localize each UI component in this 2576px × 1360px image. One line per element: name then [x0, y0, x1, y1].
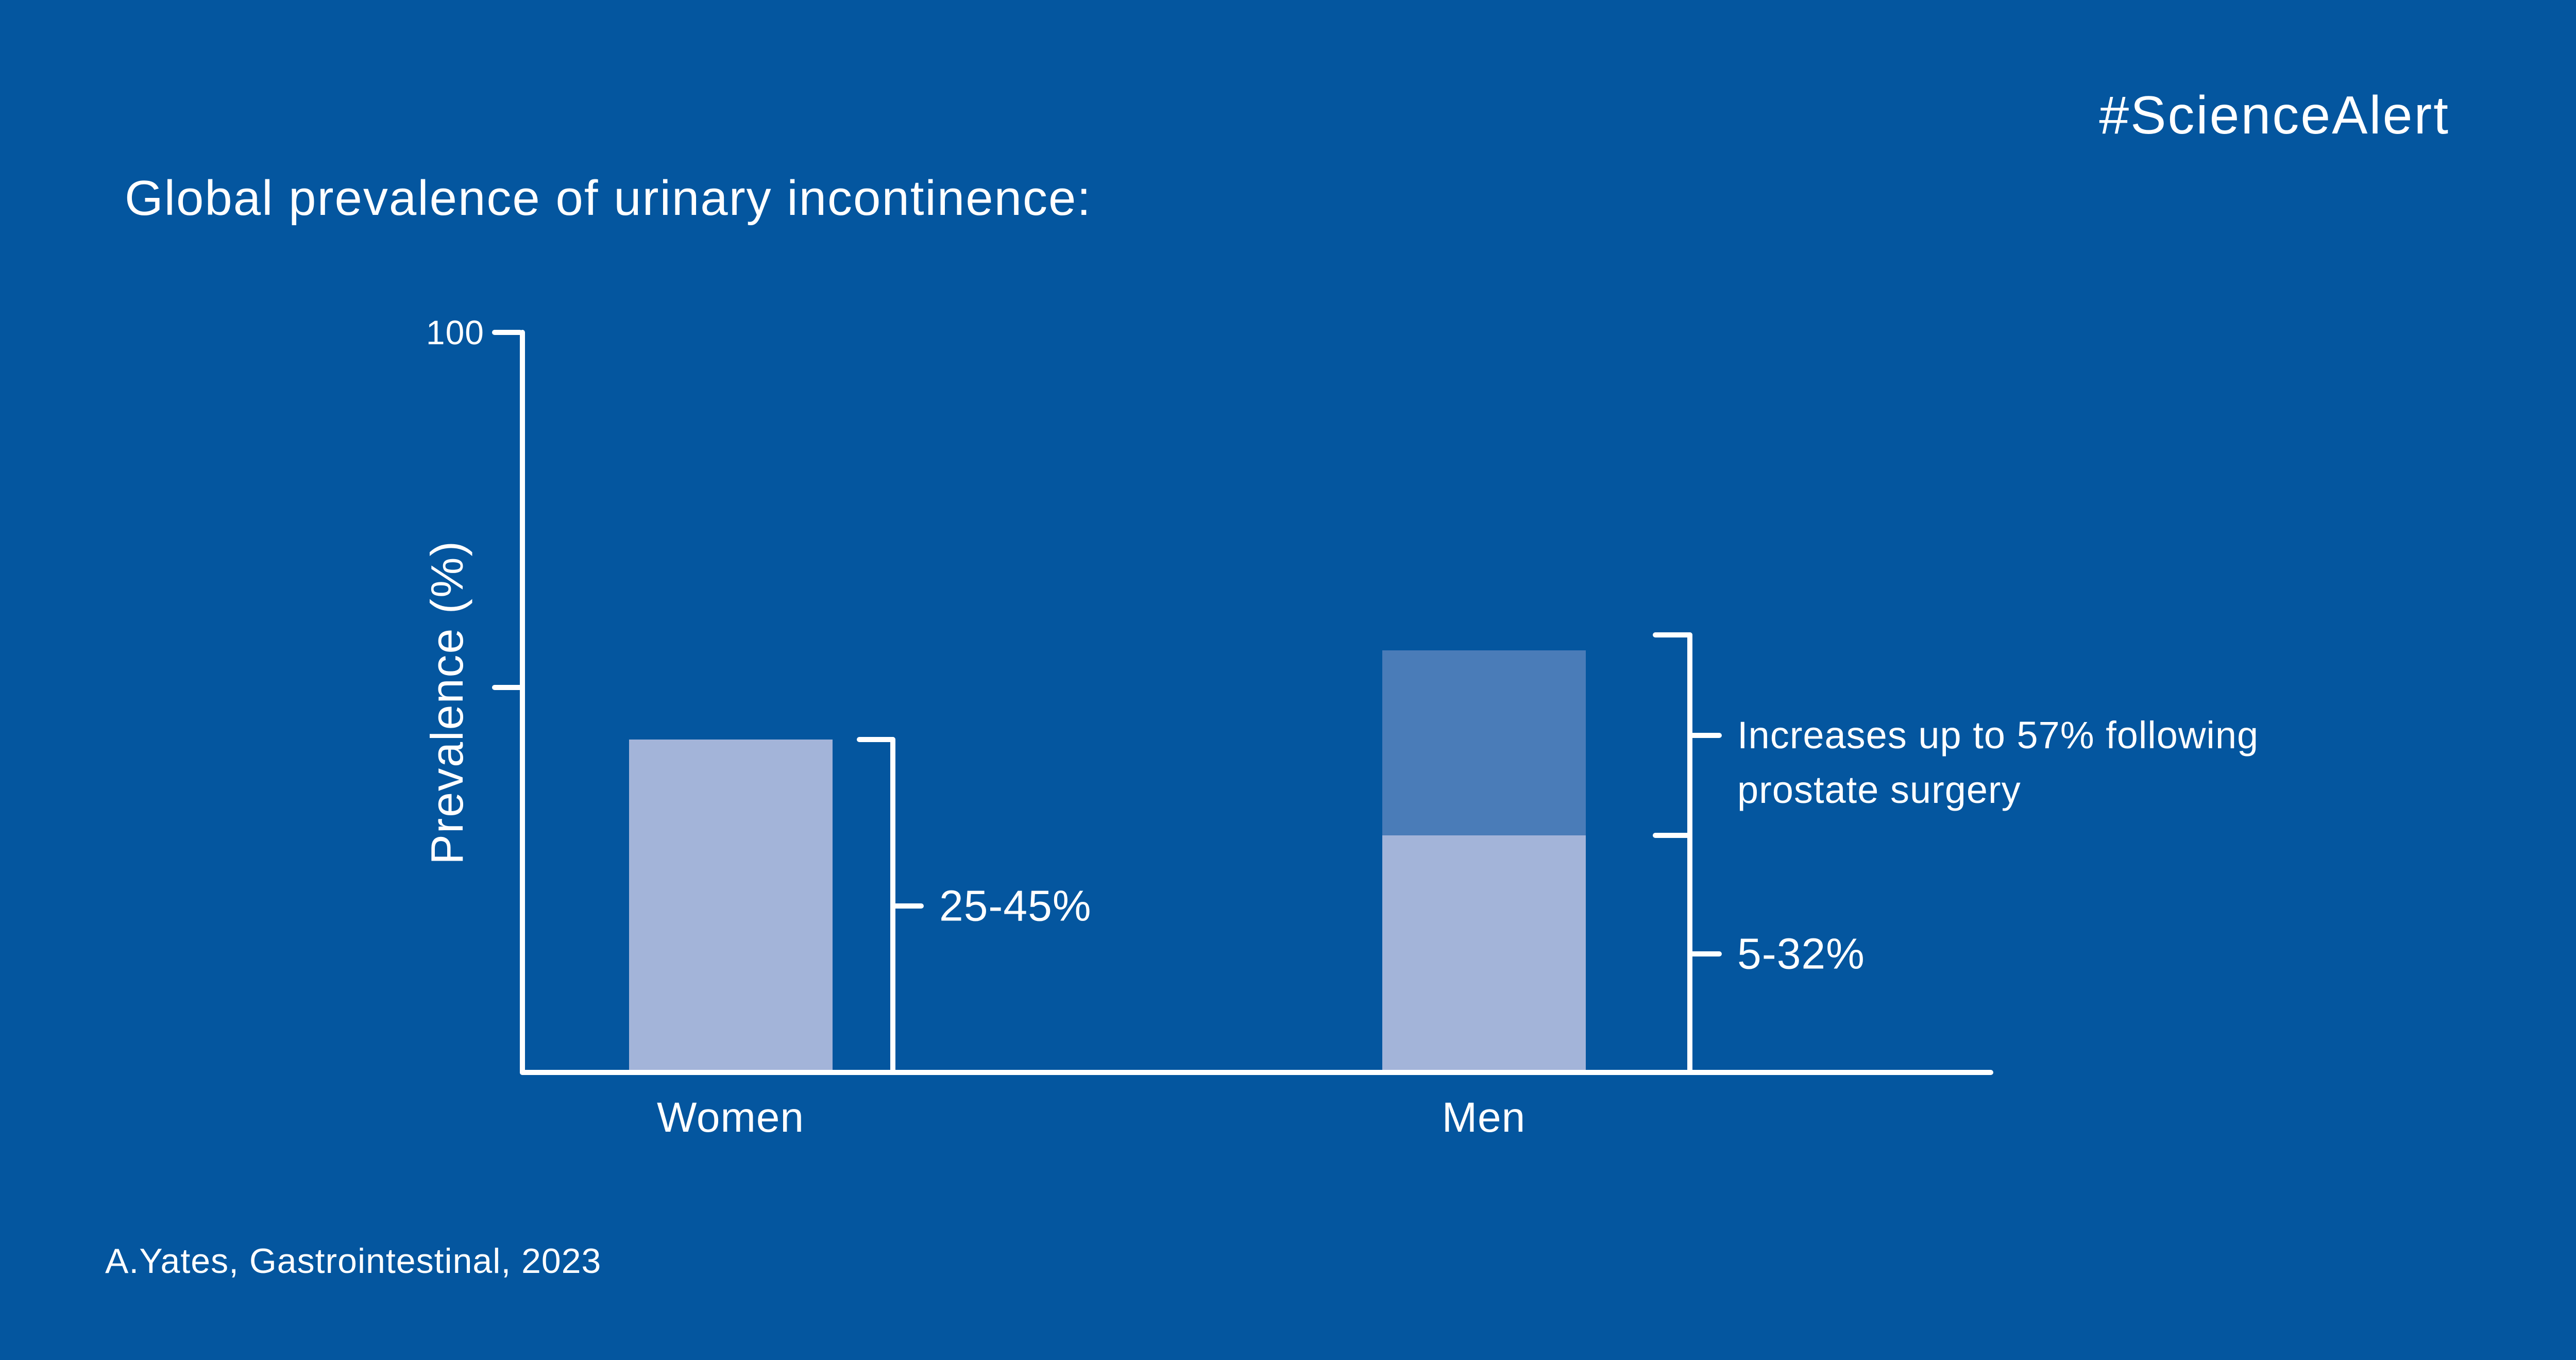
x-axis-line	[520, 1070, 1993, 1075]
bar-men-surgery	[1382, 650, 1586, 835]
y-axis-line	[520, 330, 525, 1075]
bar-women-base	[629, 740, 833, 1072]
y-tick-0	[492, 330, 522, 335]
y-tick-label-100: 100	[426, 313, 484, 351]
bar-men-base	[1382, 835, 1586, 1072]
y-tick-1	[492, 685, 522, 690]
chart-title: Global prevalence of urinary incontinenc…	[125, 171, 1092, 226]
label-women-range: 25-45%	[939, 881, 1092, 930]
x-label-women: Women	[656, 1094, 805, 1141]
x-label-men: Men	[1442, 1094, 1526, 1141]
label-men-surgery: Increases up to 57% following prostate s…	[1737, 714, 2259, 811]
label-men-base-range: 5-32%	[1737, 929, 1865, 978]
men-bracket-vline	[1687, 632, 1692, 1075]
y-axis-title: Prevalence (%)	[421, 540, 472, 865]
men-bracket-connector-surgery	[1690, 733, 1722, 738]
men-bracket-midtick	[1653, 833, 1692, 838]
men-bracket-cap	[1653, 632, 1692, 637]
men-bracket-connector-base	[1690, 951, 1722, 956]
women-bracket-connector	[893, 903, 924, 909]
women-bracket-cap	[857, 737, 895, 742]
source-citation: A.Yates, Gastrointestinal, 2023	[105, 1241, 602, 1281]
brand-hashtag: #ScienceAlert	[2099, 86, 2450, 145]
